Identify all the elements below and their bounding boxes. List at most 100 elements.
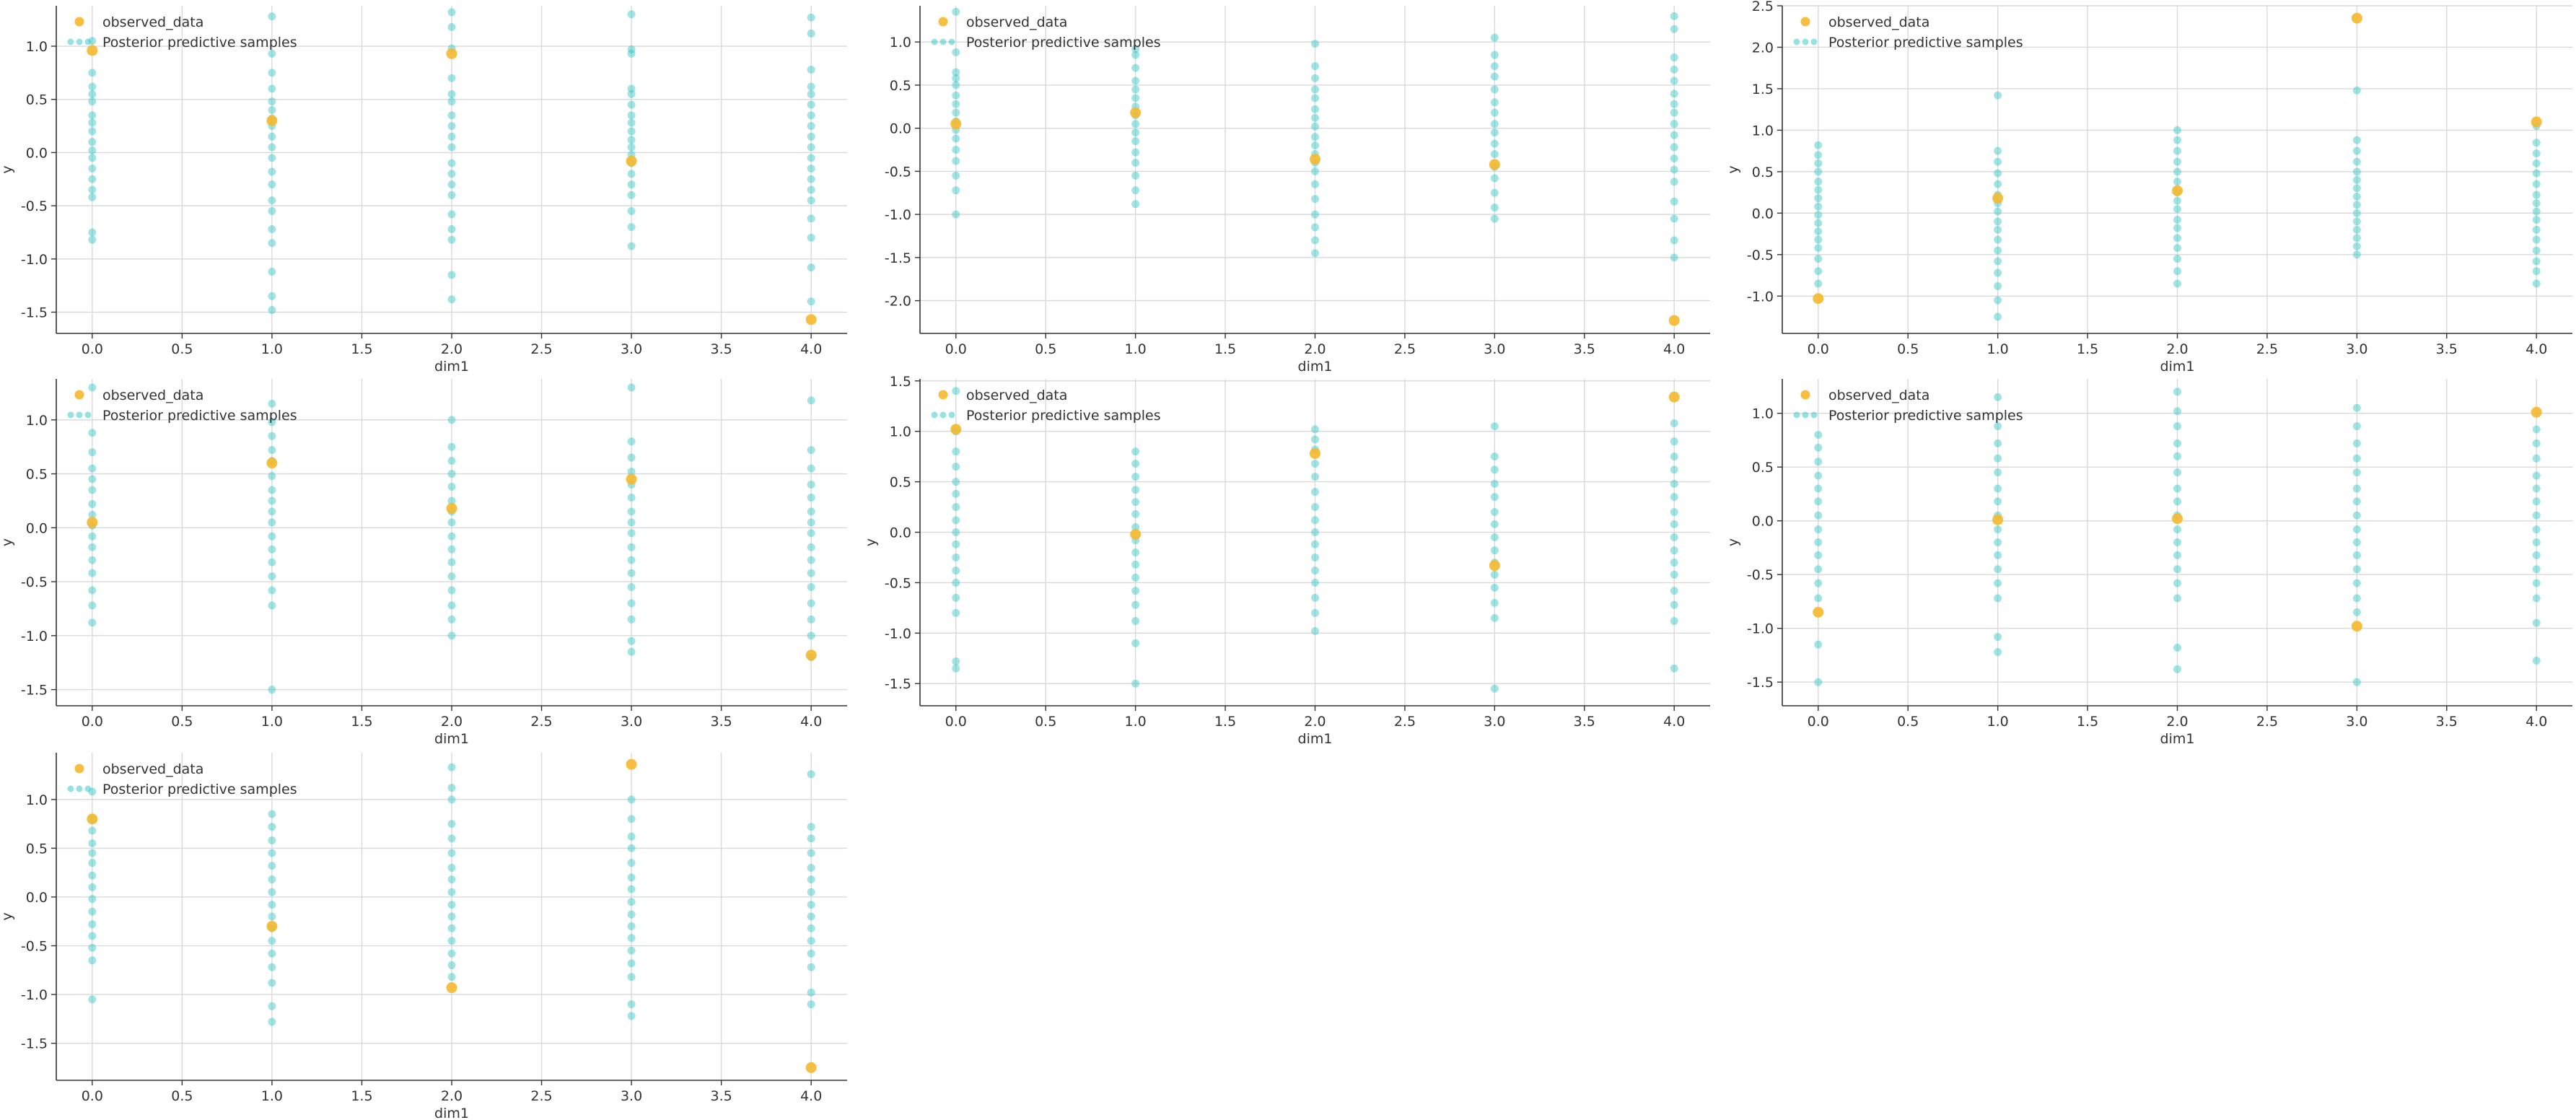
y-tick-label: 0.5	[26, 467, 48, 483]
sample-point	[447, 97, 456, 106]
x-tick-label: 2.0	[1304, 341, 1326, 357]
sample-point	[1814, 227, 1823, 236]
sample-point	[2532, 207, 2541, 216]
sample-point	[807, 834, 815, 843]
sample-point	[2532, 199, 2541, 208]
sample-point	[807, 493, 815, 502]
sample-point	[88, 464, 97, 473]
legend-samples-marker	[1793, 411, 1800, 419]
sample-point	[1490, 120, 1499, 128]
sample-point	[1311, 167, 1319, 175]
sample-point	[1490, 508, 1499, 517]
x-tick-label: 0.0	[945, 341, 967, 357]
sample-point	[627, 45, 636, 53]
sample-point	[807, 175, 815, 183]
y-tick-label: -0.5	[21, 198, 48, 214]
sample-point	[1311, 195, 1319, 204]
sample-point	[807, 924, 815, 932]
sample-point	[1131, 120, 1140, 128]
sample-point	[2173, 157, 2181, 166]
y-axis-label: y	[1725, 165, 1741, 173]
sample-point	[952, 134, 960, 143]
sample-point	[2173, 205, 2181, 214]
sample-point	[447, 122, 456, 131]
sample-point	[88, 618, 97, 627]
sample-point	[268, 586, 276, 595]
sample-point	[2532, 511, 2541, 520]
sample-point	[807, 481, 815, 489]
sample-point	[1814, 471, 1823, 480]
sample-point	[627, 383, 636, 392]
sample-point	[2173, 196, 2181, 205]
sample-point	[807, 529, 815, 538]
y-axis-label: y	[1725, 538, 1741, 546]
sample-point	[268, 963, 276, 971]
sample-point	[627, 934, 636, 942]
sample-point	[447, 795, 456, 804]
sample-point	[807, 912, 815, 921]
legend-samples-marker	[939, 411, 947, 419]
sample-point	[2532, 267, 2541, 276]
subplot-1: 0.0 0.5 1.0 1.5 2.0 2.5 3.0 3.5 4.0 -1.5 -1.0 -0.5 0…	[0, 6, 847, 375]
sample-point	[268, 532, 276, 541]
sample-point	[952, 48, 960, 57]
sample-point	[447, 949, 456, 958]
sample-point	[447, 89, 456, 98]
sample-point	[2173, 439, 2181, 447]
sample-point	[627, 100, 636, 109]
sample-point	[1311, 249, 1319, 258]
legend-samples-marker	[1802, 38, 1809, 45]
y-axis-label: y	[0, 165, 15, 173]
y-tick-label: 0.5	[1752, 165, 1774, 180]
sample-point	[952, 664, 960, 673]
legend-samples-label: Posterior predictive samples	[102, 408, 297, 424]
sample-point	[88, 111, 97, 120]
sample-point	[627, 10, 636, 19]
sample-point	[1670, 214, 1678, 223]
sample-point	[2352, 234, 2361, 242]
sample-point	[1670, 53, 1678, 62]
legend-samples-marker	[76, 411, 83, 419]
sample-point	[807, 631, 815, 640]
x-tick-label: 0.0	[82, 1088, 103, 1104]
sample-point	[1490, 520, 1499, 528]
sample-point	[2532, 191, 2541, 199]
y-tick-label: 0.0	[1752, 206, 1774, 222]
sample-point	[88, 475, 97, 484]
sample-point	[1814, 151, 1823, 159]
sample-point	[1311, 40, 1319, 48]
sample-point	[447, 545, 456, 554]
sample-point	[447, 631, 456, 640]
sample-point	[627, 922, 636, 931]
sample-point	[952, 91, 960, 100]
y-tick-label: 1.0	[890, 424, 911, 440]
sample-point	[2352, 167, 2361, 176]
sample-point	[1994, 579, 2002, 587]
sample-point	[627, 453, 636, 462]
sample-point	[952, 157, 960, 165]
y-tick-label: 0.5	[26, 841, 48, 857]
sample-point	[1311, 85, 1319, 94]
sample-point	[2532, 225, 2541, 234]
sample-point	[447, 295, 456, 304]
observed-point	[87, 813, 98, 825]
sample-point	[2173, 644, 2181, 652]
sample-point	[268, 836, 276, 845]
x-tick-label: 3.5	[2436, 341, 2458, 357]
sample-point	[1814, 538, 1823, 546]
sample-point	[807, 615, 815, 624]
legend-samples-marker	[939, 38, 947, 45]
observed-point	[446, 48, 457, 59]
y-tick-label: -1.5	[885, 250, 911, 266]
sample-point	[1670, 437, 1678, 446]
sample-point	[1311, 133, 1319, 141]
sample-point	[2352, 439, 2361, 447]
observed-point	[1813, 293, 1824, 305]
legend-samples-marker	[67, 38, 74, 45]
sample-point	[88, 839, 97, 848]
sample-point	[627, 223, 636, 232]
sample-point	[2352, 538, 2361, 546]
sample-point	[1814, 458, 1823, 466]
sample-point	[1131, 94, 1140, 102]
legend-samples-marker	[84, 38, 92, 45]
